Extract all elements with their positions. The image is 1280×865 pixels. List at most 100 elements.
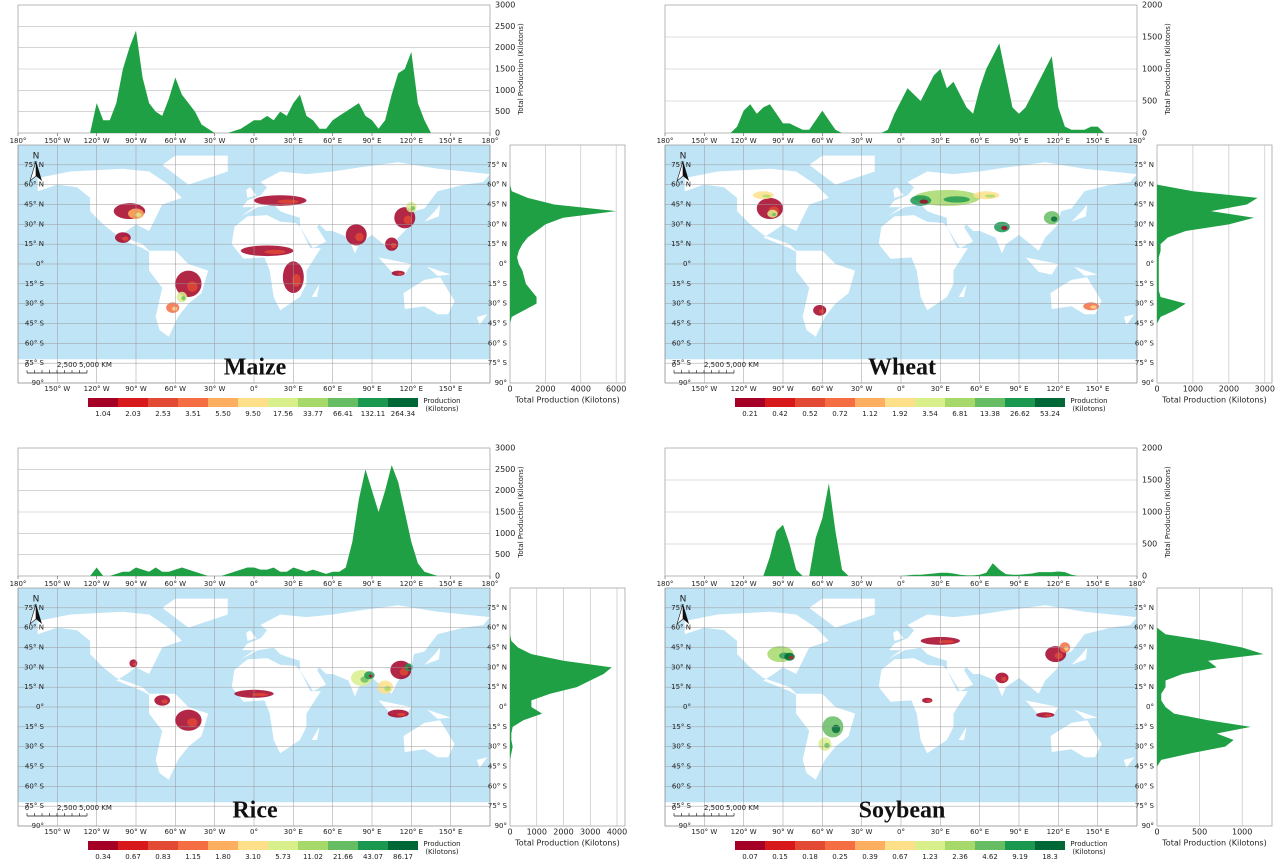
x-tick-label: 120° W bbox=[731, 137, 757, 145]
x-tick-label: 60° E bbox=[323, 137, 342, 145]
legend-label: 2.53 bbox=[155, 410, 171, 418]
lat-label: 0° bbox=[36, 260, 44, 268]
lat-label: 30° N bbox=[24, 220, 44, 228]
legend-swatch bbox=[945, 398, 975, 407]
legend-swatch bbox=[298, 398, 328, 407]
x-tick-label: 60° E bbox=[970, 137, 989, 145]
crop-area bbox=[762, 194, 771, 198]
x-tick-label: 150° E bbox=[439, 137, 463, 145]
legend-label: 264.34 bbox=[391, 410, 416, 418]
y-tick-label: 2000 bbox=[495, 43, 515, 52]
north-arrow bbox=[676, 603, 684, 625]
scale-label: 5,000 KM bbox=[726, 804, 759, 812]
legend-label: 26.62 bbox=[1010, 410, 1030, 418]
x-tick-label: 1000 bbox=[1232, 828, 1252, 837]
lat-label: 60° S bbox=[25, 339, 45, 347]
lon-label: 60° W bbox=[165, 828, 187, 836]
crop-area bbox=[1064, 646, 1069, 651]
legend-swatch bbox=[735, 398, 765, 407]
x-tick-label: 30° E bbox=[931, 137, 950, 145]
lat-label: 45° N bbox=[487, 201, 507, 209]
lat-label: 60° N bbox=[671, 181, 691, 189]
crop-area bbox=[135, 212, 142, 217]
lon-label: 150° E bbox=[439, 828, 463, 836]
legend-swatch bbox=[735, 841, 765, 850]
crop-area bbox=[384, 685, 391, 692]
crop-area bbox=[397, 272, 403, 275]
y-tick-label: 1000 bbox=[1142, 508, 1162, 517]
legend-swatch bbox=[915, 398, 945, 407]
x-tick-label: 150° W bbox=[44, 137, 70, 145]
north-label: N bbox=[680, 595, 687, 605]
legend-swatch bbox=[238, 398, 268, 407]
scale-label: 0 bbox=[672, 804, 676, 812]
crop-area bbox=[938, 640, 955, 644]
lon-label: 150° W bbox=[691, 385, 717, 393]
crop-area bbox=[408, 666, 412, 670]
legend-label: 0.72 bbox=[832, 410, 848, 418]
crop-title: Wheat bbox=[868, 355, 936, 381]
legend-label: 9.50 bbox=[245, 410, 261, 418]
lat-label: 45° S bbox=[25, 763, 45, 771]
lat-label: 90° bbox=[495, 379, 507, 387]
x-tick-label: 0° bbox=[897, 137, 905, 145]
lon-label: 0° bbox=[897, 385, 905, 393]
lat-label: 75° N bbox=[487, 604, 507, 612]
north-arrow bbox=[29, 603, 37, 625]
lon-label: 120° W bbox=[84, 385, 110, 393]
lat-label: 45° N bbox=[671, 201, 691, 209]
legend-label: 0.52 bbox=[802, 410, 818, 418]
legend-swatch bbox=[885, 398, 915, 407]
x-tick-label: 1000 bbox=[1183, 385, 1203, 394]
crop-area bbox=[187, 281, 198, 292]
legend-title: (Kilotons) bbox=[1072, 848, 1106, 856]
crop-title: Soybean bbox=[859, 798, 946, 824]
x-tick-label: 3000 bbox=[1255, 385, 1275, 394]
lat-label: 30° N bbox=[24, 663, 44, 671]
crop-area bbox=[264, 249, 286, 254]
lat-label: 60° S bbox=[672, 782, 692, 790]
lat-label: 75° S bbox=[672, 802, 692, 810]
lat-label: 15° N bbox=[1134, 683, 1154, 691]
lon-label: 60° E bbox=[970, 385, 989, 393]
lat-label: 90° bbox=[1142, 822, 1154, 830]
lon-label: 120° W bbox=[731, 828, 757, 836]
lon-label: 90° W bbox=[125, 828, 147, 836]
crop-area bbox=[819, 309, 825, 314]
legend-swatch bbox=[855, 841, 885, 850]
legend-swatch bbox=[825, 398, 855, 407]
x-tick-label: 30° W bbox=[204, 580, 226, 588]
lat-label: 45° N bbox=[487, 644, 507, 652]
lat-label: 30° N bbox=[671, 220, 691, 228]
lat-label: 60° N bbox=[24, 181, 44, 189]
lat-label: 75° S bbox=[488, 359, 508, 367]
lon-label: 60° W bbox=[812, 828, 834, 836]
crop-area bbox=[926, 699, 931, 702]
x-tick-label: 2000 bbox=[535, 385, 555, 394]
x-tick-label: 30° W bbox=[851, 137, 873, 145]
x-tick-label: 6000 bbox=[606, 385, 626, 394]
lat-label: 45° N bbox=[1134, 644, 1154, 652]
legend-swatch bbox=[88, 398, 118, 407]
x-tick-label: 90° W bbox=[772, 580, 794, 588]
x-tick-label: 60° E bbox=[323, 580, 342, 588]
x-tick-label: 30° E bbox=[284, 137, 303, 145]
scale-label: 2,500 bbox=[57, 804, 77, 812]
lat-label: 30° S bbox=[672, 300, 692, 308]
lat-label: 30° S bbox=[1135, 743, 1155, 751]
lat-label: 15° N bbox=[487, 683, 507, 691]
x-tick-label: 30° W bbox=[851, 580, 873, 588]
legend-label: 0.34 bbox=[95, 853, 111, 861]
lat-label: 30° S bbox=[488, 300, 508, 308]
legend-swatch bbox=[915, 841, 945, 850]
x-tick-label: 0° bbox=[250, 137, 258, 145]
lat-label: 45° S bbox=[488, 320, 508, 328]
y-axis-label: Total Production (Kilotons) bbox=[517, 23, 525, 116]
lat-label: 15° N bbox=[1134, 240, 1154, 248]
map-frame bbox=[664, 587, 1138, 827]
lon-label: 60° E bbox=[323, 828, 342, 836]
legend-swatch bbox=[765, 841, 795, 850]
x-tick-label: 120° W bbox=[84, 580, 110, 588]
lat-label: 30° S bbox=[1135, 300, 1155, 308]
lat-label: 45° N bbox=[24, 201, 44, 209]
